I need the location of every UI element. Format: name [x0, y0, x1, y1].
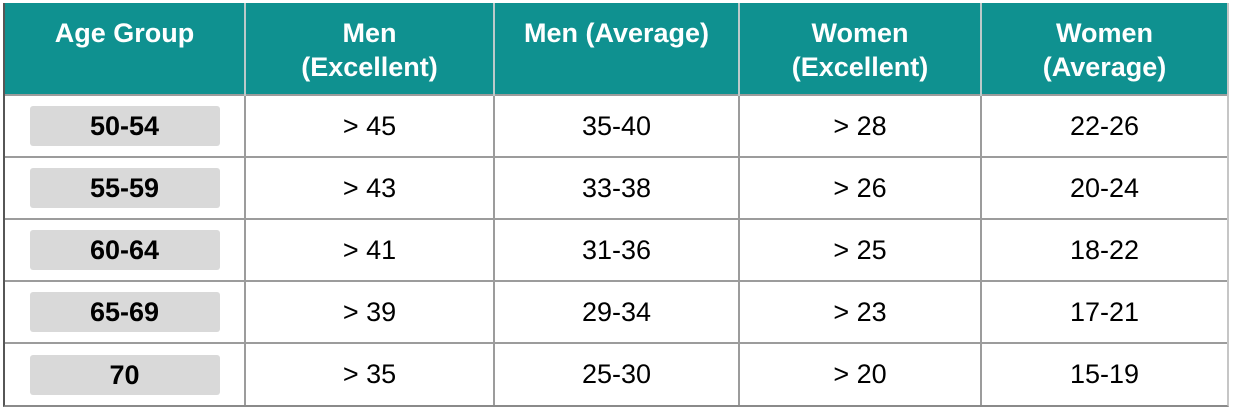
age-cell: 55-59	[5, 156, 246, 219]
column-header-men-average: Men (Average)	[494, 3, 740, 95]
column-header-age-group: Age Group	[5, 3, 246, 95]
men-excellent-cell: > 45	[245, 94, 495, 157]
women-average-cell: 22-26	[981, 94, 1227, 157]
men-excellent-cell: > 35	[245, 342, 495, 405]
table-row: 55-59 > 43 33-38 > 26 20-24	[5, 156, 1227, 219]
age-cell: 70	[5, 342, 246, 405]
men-average-cell: 35-40	[494, 94, 740, 157]
women-excellent-cell: > 23	[739, 280, 982, 343]
table-header: Age Group Men (Excellent) Men (Average) …	[5, 3, 1227, 95]
age-group-chip: 55-59	[29, 168, 220, 208]
men-excellent-cell: > 39	[245, 280, 495, 343]
age-group-chip: 70	[29, 354, 220, 395]
men-excellent-cell: > 41	[245, 218, 495, 281]
age-cell: 60-64	[5, 218, 246, 281]
men-average-cell: 29-34	[494, 280, 740, 343]
column-header-women-excellent: Women (Excellent)	[739, 3, 982, 95]
men-excellent-cell: > 43	[245, 156, 495, 219]
women-excellent-cell: > 25	[739, 218, 982, 281]
table-row: 70 > 35 25-30 > 20 15-19	[5, 342, 1227, 405]
table-row: 50-54 > 45 35-40 > 28 22-26	[5, 94, 1227, 157]
age-group-chip: 50-54	[29, 106, 220, 146]
fitness-norms-table-container: Age Group Men (Excellent) Men (Average) …	[3, 3, 1229, 407]
fitness-norms-table: Age Group Men (Excellent) Men (Average) …	[5, 3, 1227, 405]
age-cell: 65-69	[5, 280, 246, 343]
column-header-men-excellent: Men (Excellent)	[245, 3, 495, 95]
column-header-women-average: Women (Average)	[981, 3, 1227, 95]
age-group-chip: 60-64	[29, 230, 220, 270]
header-row: Age Group Men (Excellent) Men (Average) …	[5, 3, 1227, 95]
table-row: 65-69 > 39 29-34 > 23 17-21	[5, 280, 1227, 343]
women-average-cell: 17-21	[981, 280, 1227, 343]
women-excellent-cell: > 20	[739, 342, 982, 405]
women-average-cell: 15-19	[981, 342, 1227, 405]
age-group-chip: 65-69	[29, 292, 220, 332]
women-average-cell: 20-24	[981, 156, 1227, 219]
women-excellent-cell: > 26	[739, 156, 982, 219]
age-cell: 50-54	[5, 94, 246, 157]
table-body: 50-54 > 45 35-40 > 28 22-26 55-59 > 43 3…	[5, 94, 1227, 405]
women-average-cell: 18-22	[981, 218, 1227, 281]
women-excellent-cell: > 28	[739, 94, 982, 157]
men-average-cell: 33-38	[494, 156, 740, 219]
men-average-cell: 31-36	[494, 218, 740, 281]
men-average-cell: 25-30	[494, 342, 740, 405]
table-row: 60-64 > 41 31-36 > 25 18-22	[5, 218, 1227, 281]
